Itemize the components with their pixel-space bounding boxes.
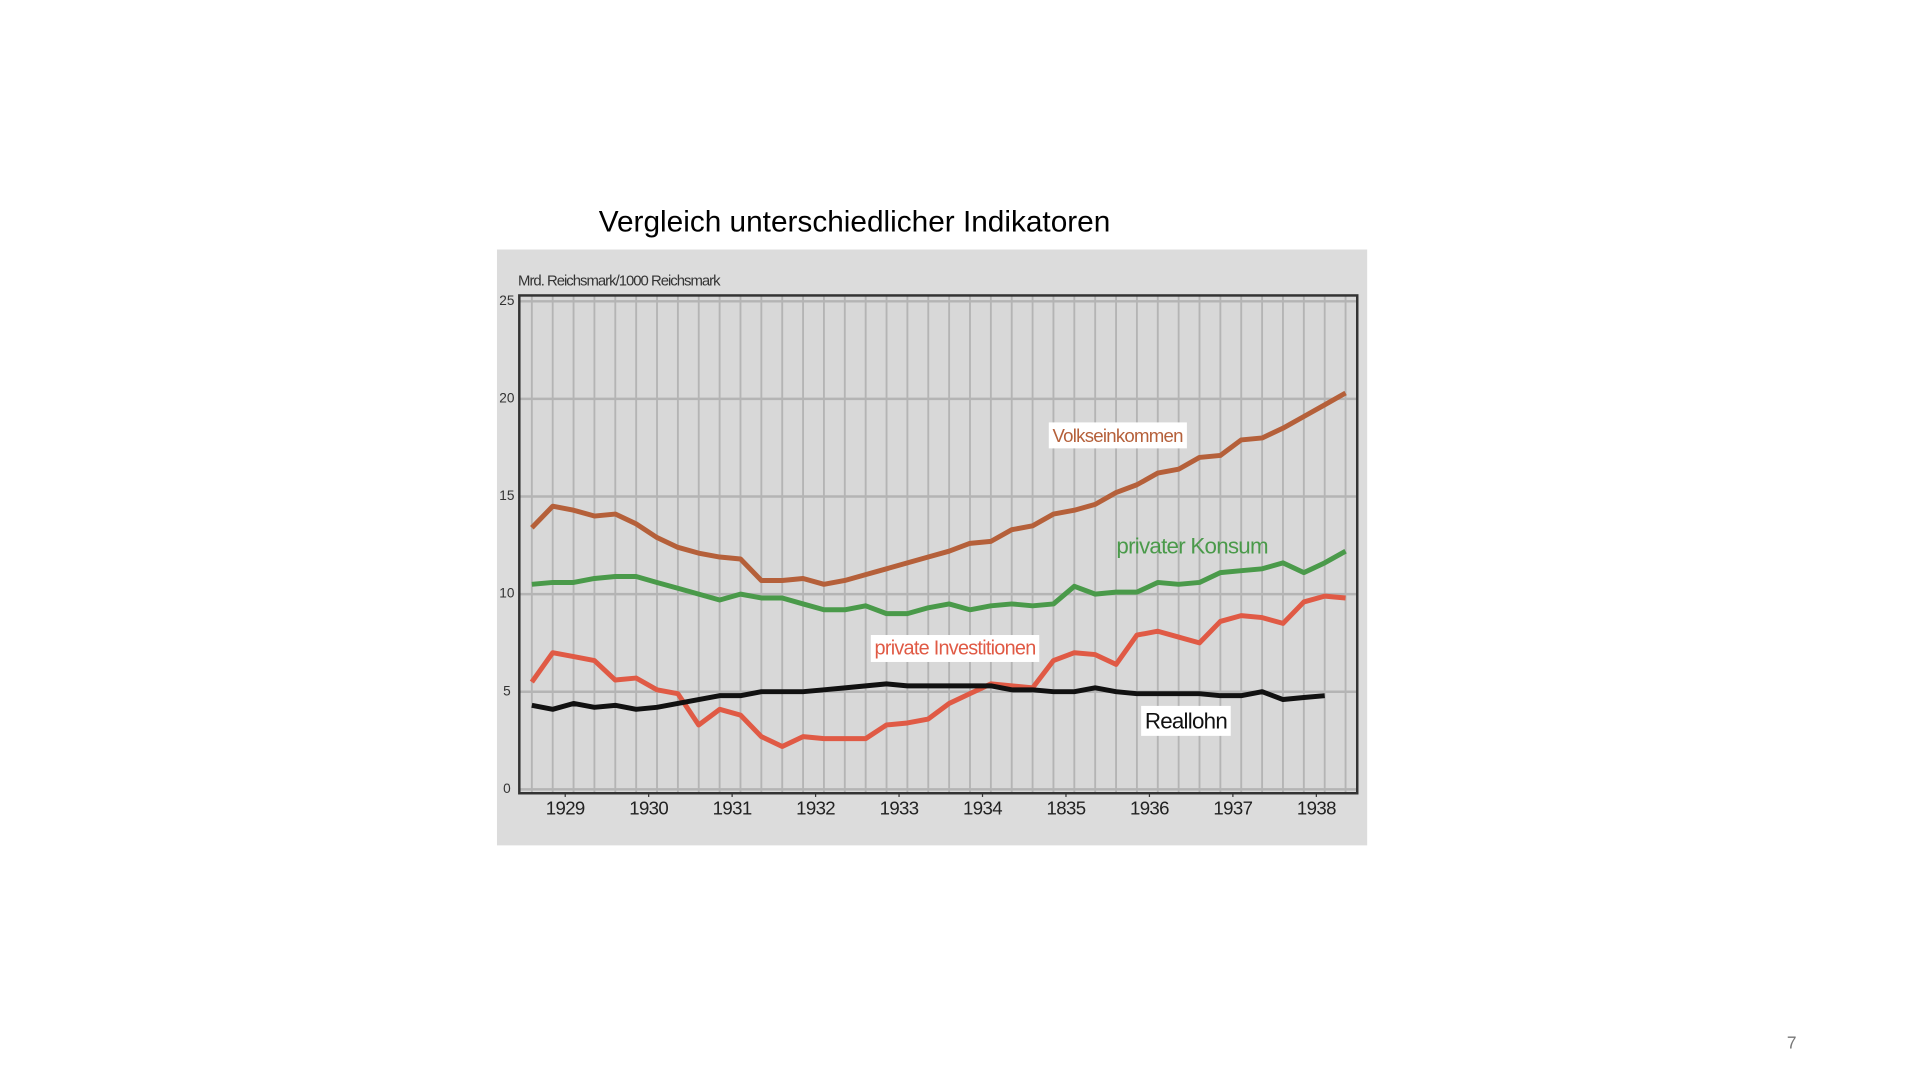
y-tick-label: 20 (499, 391, 515, 406)
label-box (1048, 422, 1187, 449)
series-label: Volkseinkommen (1053, 425, 1184, 446)
series-line (531, 681, 1325, 712)
page-number: 7 (1787, 1033, 1797, 1053)
chart-title: Vergleich unterschiedlicher Indikatoren (599, 205, 1111, 238)
x-tick-label: 1932 (796, 797, 835, 818)
x-tick-label: 1938 (1297, 797, 1336, 818)
label-box (870, 635, 1040, 662)
series-label: Reallohn (1145, 708, 1227, 733)
x-tick-label: 1930 (629, 797, 668, 818)
y-tick-label: 5 (503, 683, 511, 698)
y-axis-label: Mrd. Reichsmark/1000 Reichsmark (518, 274, 721, 290)
x-tick-label: 1835 (1047, 797, 1086, 818)
y-tick-label: 15 (499, 488, 515, 503)
x-tick-label: 1936 (1130, 797, 1169, 818)
y-tick-label: 10 (499, 586, 515, 601)
labels: 0 5 10 15 20 25 1929 1930 1931 1932 1933 1934 1835 19… (499, 293, 1336, 818)
label-box (1141, 705, 1231, 736)
x-tick-label: 1929 (546, 797, 585, 818)
series-label: privater Konsum (1116, 533, 1268, 558)
plot-frame (518, 294, 1359, 795)
y-tick-label: 0 (503, 781, 511, 796)
x-tick-label: 1931 (713, 797, 752, 818)
x-tick-label: 1937 (1213, 797, 1252, 818)
series-line (530, 390, 1347, 587)
x-tick-label: 1933 (880, 797, 919, 818)
x-tick-label: 1934 (963, 797, 1002, 818)
series-line (529, 593, 1346, 749)
series-line (531, 549, 1347, 617)
y-tick-label: 25 (499, 293, 515, 308)
lines (529, 390, 1347, 749)
series-label: private Investitionen (875, 637, 1036, 659)
